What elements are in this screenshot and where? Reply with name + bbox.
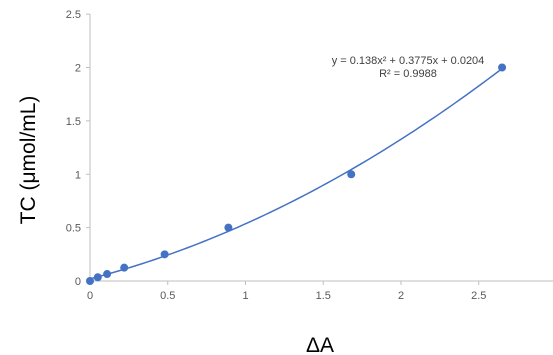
y-tick-label: 0.5: [66, 223, 81, 235]
data-point: [224, 223, 233, 232]
y-tick-label: 1: [75, 169, 81, 181]
data-point: [103, 270, 112, 279]
data-point: [498, 63, 507, 72]
trendline-equation: y = 0.138x² + 0.3775x + 0.0204: [332, 55, 485, 67]
x-tick-label: 2.5: [471, 290, 486, 302]
y-tick-label: 2: [75, 63, 81, 75]
data-point: [86, 277, 94, 285]
y-tick-label: 1.5: [66, 116, 81, 128]
data-point: [120, 263, 129, 272]
x-tick-label: 1.5: [316, 290, 331, 302]
data-point: [160, 250, 169, 259]
data-points: [86, 63, 507, 285]
x-tick-label: 0: [87, 290, 93, 302]
trendline: [89, 67, 503, 280]
data-point: [347, 170, 356, 179]
data-point: [93, 273, 102, 282]
x-tick-label: 0.5: [160, 290, 175, 302]
trendline-r2: R² = 0.9988: [379, 68, 437, 80]
y-tick-label: 2.5: [66, 9, 81, 21]
x-axis-title: ΔA: [306, 334, 334, 355]
y-axis-title: TC (μmol/mL): [17, 96, 40, 225]
x-tick-label: 2: [398, 290, 404, 302]
y-tick-label: 0: [75, 276, 81, 288]
axes: [89, 14, 553, 282]
x-tick-label: 1: [242, 290, 248, 302]
ticks: 0 0.5 1 1.5 2 2.5 0 0.5 1 1.5 2 2.5: [66, 9, 487, 302]
